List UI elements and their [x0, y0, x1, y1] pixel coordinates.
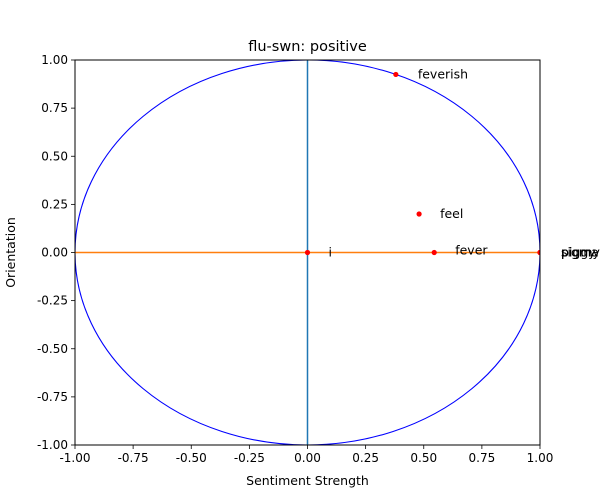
- x-tick-label: 0.50: [410, 451, 437, 465]
- y-axis: -1.00 -0.75 -0.50 -0.25 0.00 0.25 0.50 0.75 1.00: [37, 53, 75, 452]
- x-axis-label: Sentiment Strength: [246, 473, 369, 488]
- x-tick-label: -1.00: [59, 451, 90, 465]
- y-tick-label: 0.75: [41, 101, 68, 115]
- y-tick-label: 0.00: [41, 246, 68, 260]
- point-label: feel: [440, 206, 463, 221]
- x-tick-label: 1.00: [527, 451, 554, 465]
- point-label: piggy: [561, 245, 596, 260]
- chart-title: flu-swn: positive: [248, 39, 367, 55]
- x-tick-label: -0.75: [118, 451, 149, 465]
- y-tick-label: -0.25: [37, 294, 68, 308]
- x-tick-label: 0.00: [294, 451, 321, 465]
- x-tick-label: 0.75: [469, 451, 496, 465]
- data-point: [537, 249, 540, 256]
- point-label: pigmy: [561, 245, 600, 260]
- x-tick-label: -0.50: [176, 451, 207, 465]
- x-tick-label: -0.25: [234, 451, 265, 465]
- data-point: [393, 71, 399, 78]
- y-tick-label: 0.25: [41, 197, 68, 211]
- data-point: [431, 249, 437, 256]
- point-label: fever: [455, 243, 488, 258]
- x-axis: -1.00 -0.75 -0.50 -0.25 0.00 0.25 0.50 0.75 1.00: [59, 445, 553, 465]
- y-axis-label: Orientation: [3, 217, 18, 288]
- x-tick-label: 0.25: [352, 451, 379, 465]
- plot-area: [75, 60, 540, 445]
- y-tick-label: 0.50: [41, 149, 68, 163]
- y-tick-label: -1.00: [37, 438, 68, 452]
- y-tick-label: -0.50: [37, 342, 68, 356]
- y-tick-label: 1.00: [41, 53, 68, 67]
- data-point: [416, 211, 422, 217]
- data-point: [304, 249, 311, 256]
- point-label: feverish: [418, 66, 468, 81]
- point-label: sigma: [561, 245, 599, 260]
- y-tick-label: -0.75: [37, 390, 68, 404]
- point-label: i: [329, 245, 332, 260]
